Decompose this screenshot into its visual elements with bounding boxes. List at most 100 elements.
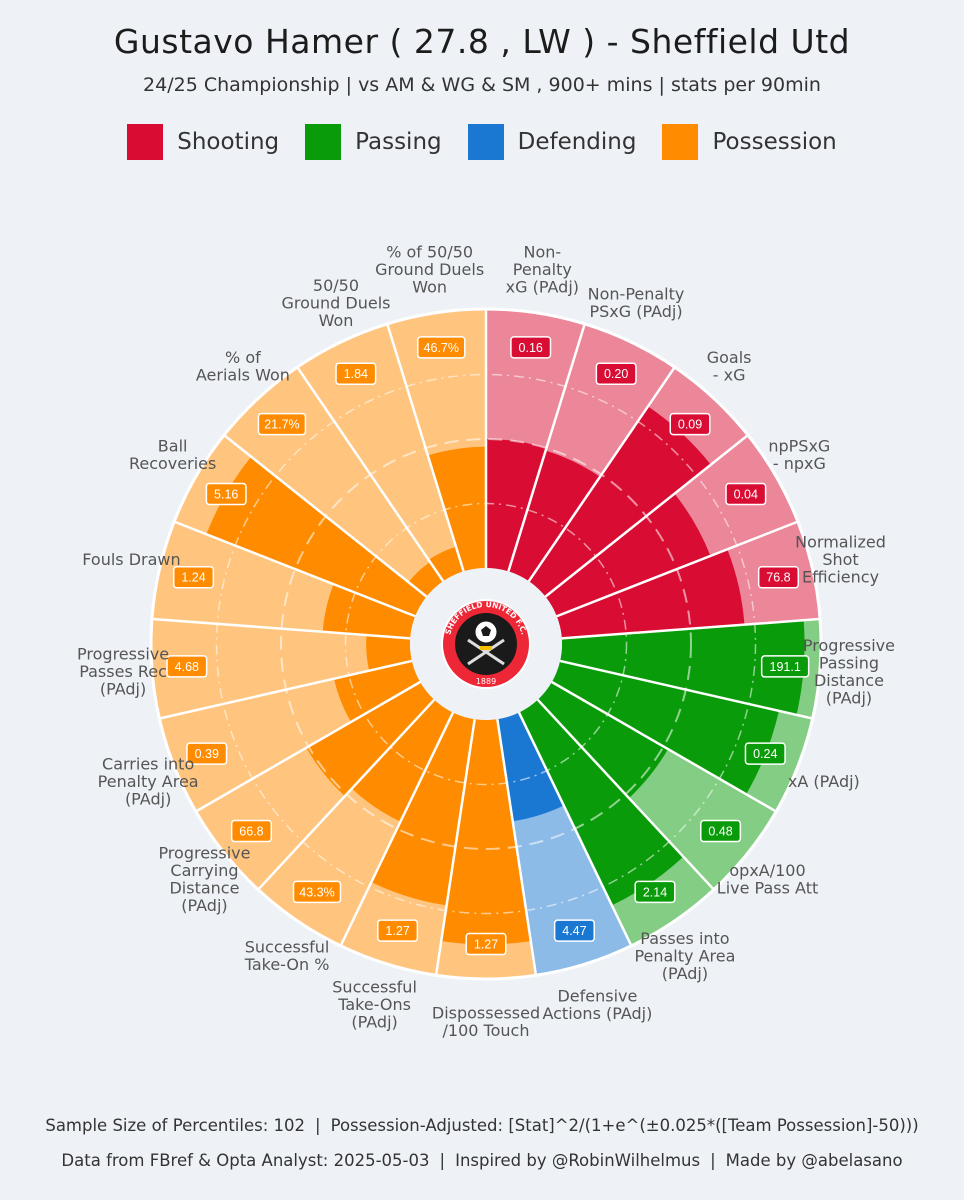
metric-11-label-line: (PAdj): [351, 1013, 397, 1032]
metric-8-label: Passes into Penalty Area (PAdj): [634, 929, 735, 983]
metric-16-value-box: [172, 565, 215, 589]
metric-2-value-text: 0.09: [678, 418, 702, 432]
legend-label-defending: Defending: [517, 129, 637, 155]
metric-19-value-text: 1.84: [344, 367, 368, 381]
metric-15-label-line: (PAdj): [100, 680, 146, 699]
metric-18-label-line: Aerials Won: [196, 366, 290, 385]
metric-4-label-line: Shot: [822, 550, 858, 569]
metric-20-value-label: 46.7%: [417, 336, 466, 359]
metric-5-bar: [560, 620, 805, 715]
metric-14-divider: [194, 680, 421, 814]
metric-12-divider: [339, 711, 455, 948]
metric-14-label-line: Carries into: [102, 755, 194, 774]
metric-20-value-text: 46.7%: [424, 341, 459, 355]
metric-14-value-label: 0.39: [186, 742, 228, 765]
metric-17-label-line: Recoveries: [129, 454, 216, 473]
legend: Shooting Passing Defending Possession: [0, 124, 964, 160]
metric-4-value-box: [757, 565, 800, 589]
footer-sample-size: Sample Size of Percentiles: 102: [45, 1116, 306, 1135]
metric-6-bar: [551, 660, 779, 795]
metric-2-value-label: 0.09: [669, 412, 711, 436]
metric-20-label-line: Ground Duels: [375, 260, 484, 279]
footer-inspired-by: Inspired by @RobinWilhelmus: [455, 1151, 701, 1170]
metric-9-label: Defensive Actions (PAdj): [542, 986, 652, 1023]
metric-7-divider: [551, 680, 778, 814]
metric-13-value-label: 66.8: [230, 819, 273, 843]
metric-4-value-label: 76.8: [757, 565, 800, 589]
metric-8-label-line: Penalty Area: [634, 946, 735, 965]
crest-sword-right-icon: [467, 638, 505, 666]
metric-7-value-box: [699, 819, 742, 843]
metric-12-label-line: Successful: [245, 938, 330, 957]
legend-item-passing: Passing: [305, 124, 442, 160]
metric-14-value-text: 0.39: [195, 747, 219, 761]
metric-14-value-box: [186, 742, 228, 765]
metric-11-label-line: Successful: [332, 978, 417, 997]
metric-11-label: Successful Take-Ons (PAdj): [332, 978, 417, 1032]
legend-swatch-defending: [467, 124, 504, 160]
legend-swatch-shooting: [127, 124, 164, 160]
metric-11-value-text: 1.27: [385, 924, 409, 938]
metric-15-divider: [158, 659, 413, 720]
metric-2-label-line: - xG: [713, 366, 746, 385]
metric-9-value-text: 4.47: [562, 924, 586, 938]
metric-17-label-line: Ball: [158, 436, 188, 455]
metric-0-bar: [486, 439, 547, 572]
footer-made-by: Made by @abelasano: [725, 1151, 903, 1170]
metric-13-label-line: Carrying: [170, 861, 238, 880]
metric-18-value-text: 21.7%: [264, 418, 299, 432]
metric-19-divider: [295, 365, 445, 582]
metric-14-label: Carries into Penalty Area (PAdj): [98, 755, 199, 809]
metric-2-value-box: [669, 412, 711, 436]
metric-1-label: Non-Penalty PSxG (PAdj): [588, 285, 685, 322]
metric-11-divider: [434, 718, 476, 977]
metric-9-divider: [517, 711, 633, 948]
metric-17-divider: [172, 520, 416, 618]
metric-1-value-text: 0.20: [604, 367, 628, 381]
metric-3-label: npPSxG - npxG: [768, 436, 830, 473]
metric-6-label-line: xA (PAdj): [788, 772, 860, 791]
metric-5-label-line: Passing: [819, 653, 879, 672]
metric-2-label-line: Goals: [707, 348, 752, 367]
metric-18-label: % of Aerials Won: [196, 348, 290, 385]
grid-ring-50: [280, 438, 692, 850]
metric-0-value-label: 0.16: [510, 336, 552, 359]
metric-13-value-box: [230, 819, 273, 843]
legend-swatch-possession: [662, 124, 699, 160]
metric-16-label-line: Fouls Drawn: [82, 550, 180, 569]
footer-data-source: Data from FBref & Opta Analyst: 2025-05-…: [61, 1151, 430, 1170]
metric-17-value-label: 5.16: [205, 482, 247, 506]
metric-5-label: Progressive Passing Distance (PAdj): [803, 636, 895, 708]
metric-5-label-line: Distance: [814, 671, 884, 690]
metric-17-value-box: [205, 482, 247, 506]
metric-13-value-text: 66.8: [239, 825, 263, 839]
metric-19-value-box: [335, 362, 377, 385]
metric-8-value-text: 2.14: [643, 885, 667, 899]
metric-1-divider: [507, 322, 587, 572]
metric-3-value-text: 0.04: [734, 488, 758, 502]
metric-5-label-line: (PAdj): [826, 688, 872, 707]
metric-12-value-box: [292, 880, 342, 904]
metric-4-label-line: Efficiency: [802, 567, 879, 586]
footer-possession-note: Possession-Adjusted: [Stat]^2/(1+e^(±0.0…: [330, 1116, 919, 1135]
metric-10-value-text: 1.27: [474, 938, 498, 952]
metric-15-value-label: 4.68: [166, 655, 208, 678]
metric-20-value-box: [417, 336, 466, 359]
metric-20-divider: [385, 322, 465, 572]
chart-subtitle: 24/25 Championship | vs AM & WG & SM , 9…: [143, 74, 821, 96]
metric-18-label-line: % of: [225, 348, 261, 367]
metric-13-label: Progressive Carrying Distance (PAdj): [158, 843, 250, 915]
metric-10-divider: [496, 718, 538, 977]
metric-15-bar: [366, 635, 412, 671]
metric-14-label-line: Penalty Area: [98, 772, 199, 791]
crest-inner: [455, 613, 517, 675]
metric-16-bar: [322, 584, 416, 639]
metric-3-label-line: npPSxG: [768, 436, 830, 455]
metric-20-bar: [427, 446, 486, 572]
metric-5-label-line: Progressive: [803, 636, 895, 655]
metric-12-label: Successful Take-On %: [244, 938, 330, 975]
metric-19-value-label: 1.84: [335, 362, 377, 385]
metric-10-label-line: Dispossessed: [432, 1003, 540, 1022]
metric-15-label-line: Progressive: [77, 645, 169, 664]
